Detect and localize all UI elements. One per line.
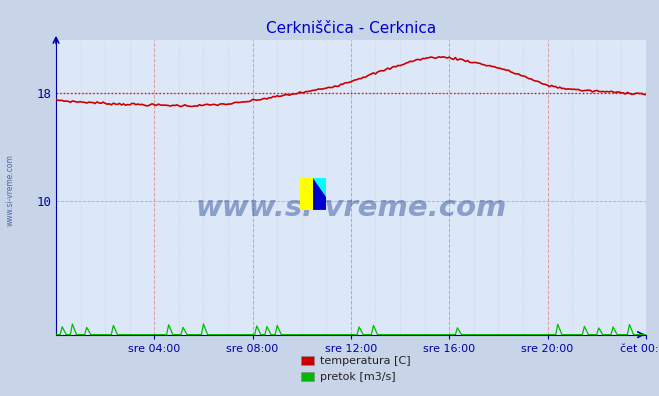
Polygon shape	[313, 178, 326, 197]
Title: Cerkniščica - Cerknica: Cerkniščica - Cerknica	[266, 21, 436, 36]
Text: www.si-vreme.com: www.si-vreme.com	[5, 154, 14, 226]
Legend: temperatura [C], pretok [m3/s]: temperatura [C], pretok [m3/s]	[297, 351, 415, 386]
FancyBboxPatch shape	[300, 178, 313, 210]
Polygon shape	[313, 178, 326, 210]
Text: www.si-vreme.com: www.si-vreme.com	[195, 194, 507, 222]
